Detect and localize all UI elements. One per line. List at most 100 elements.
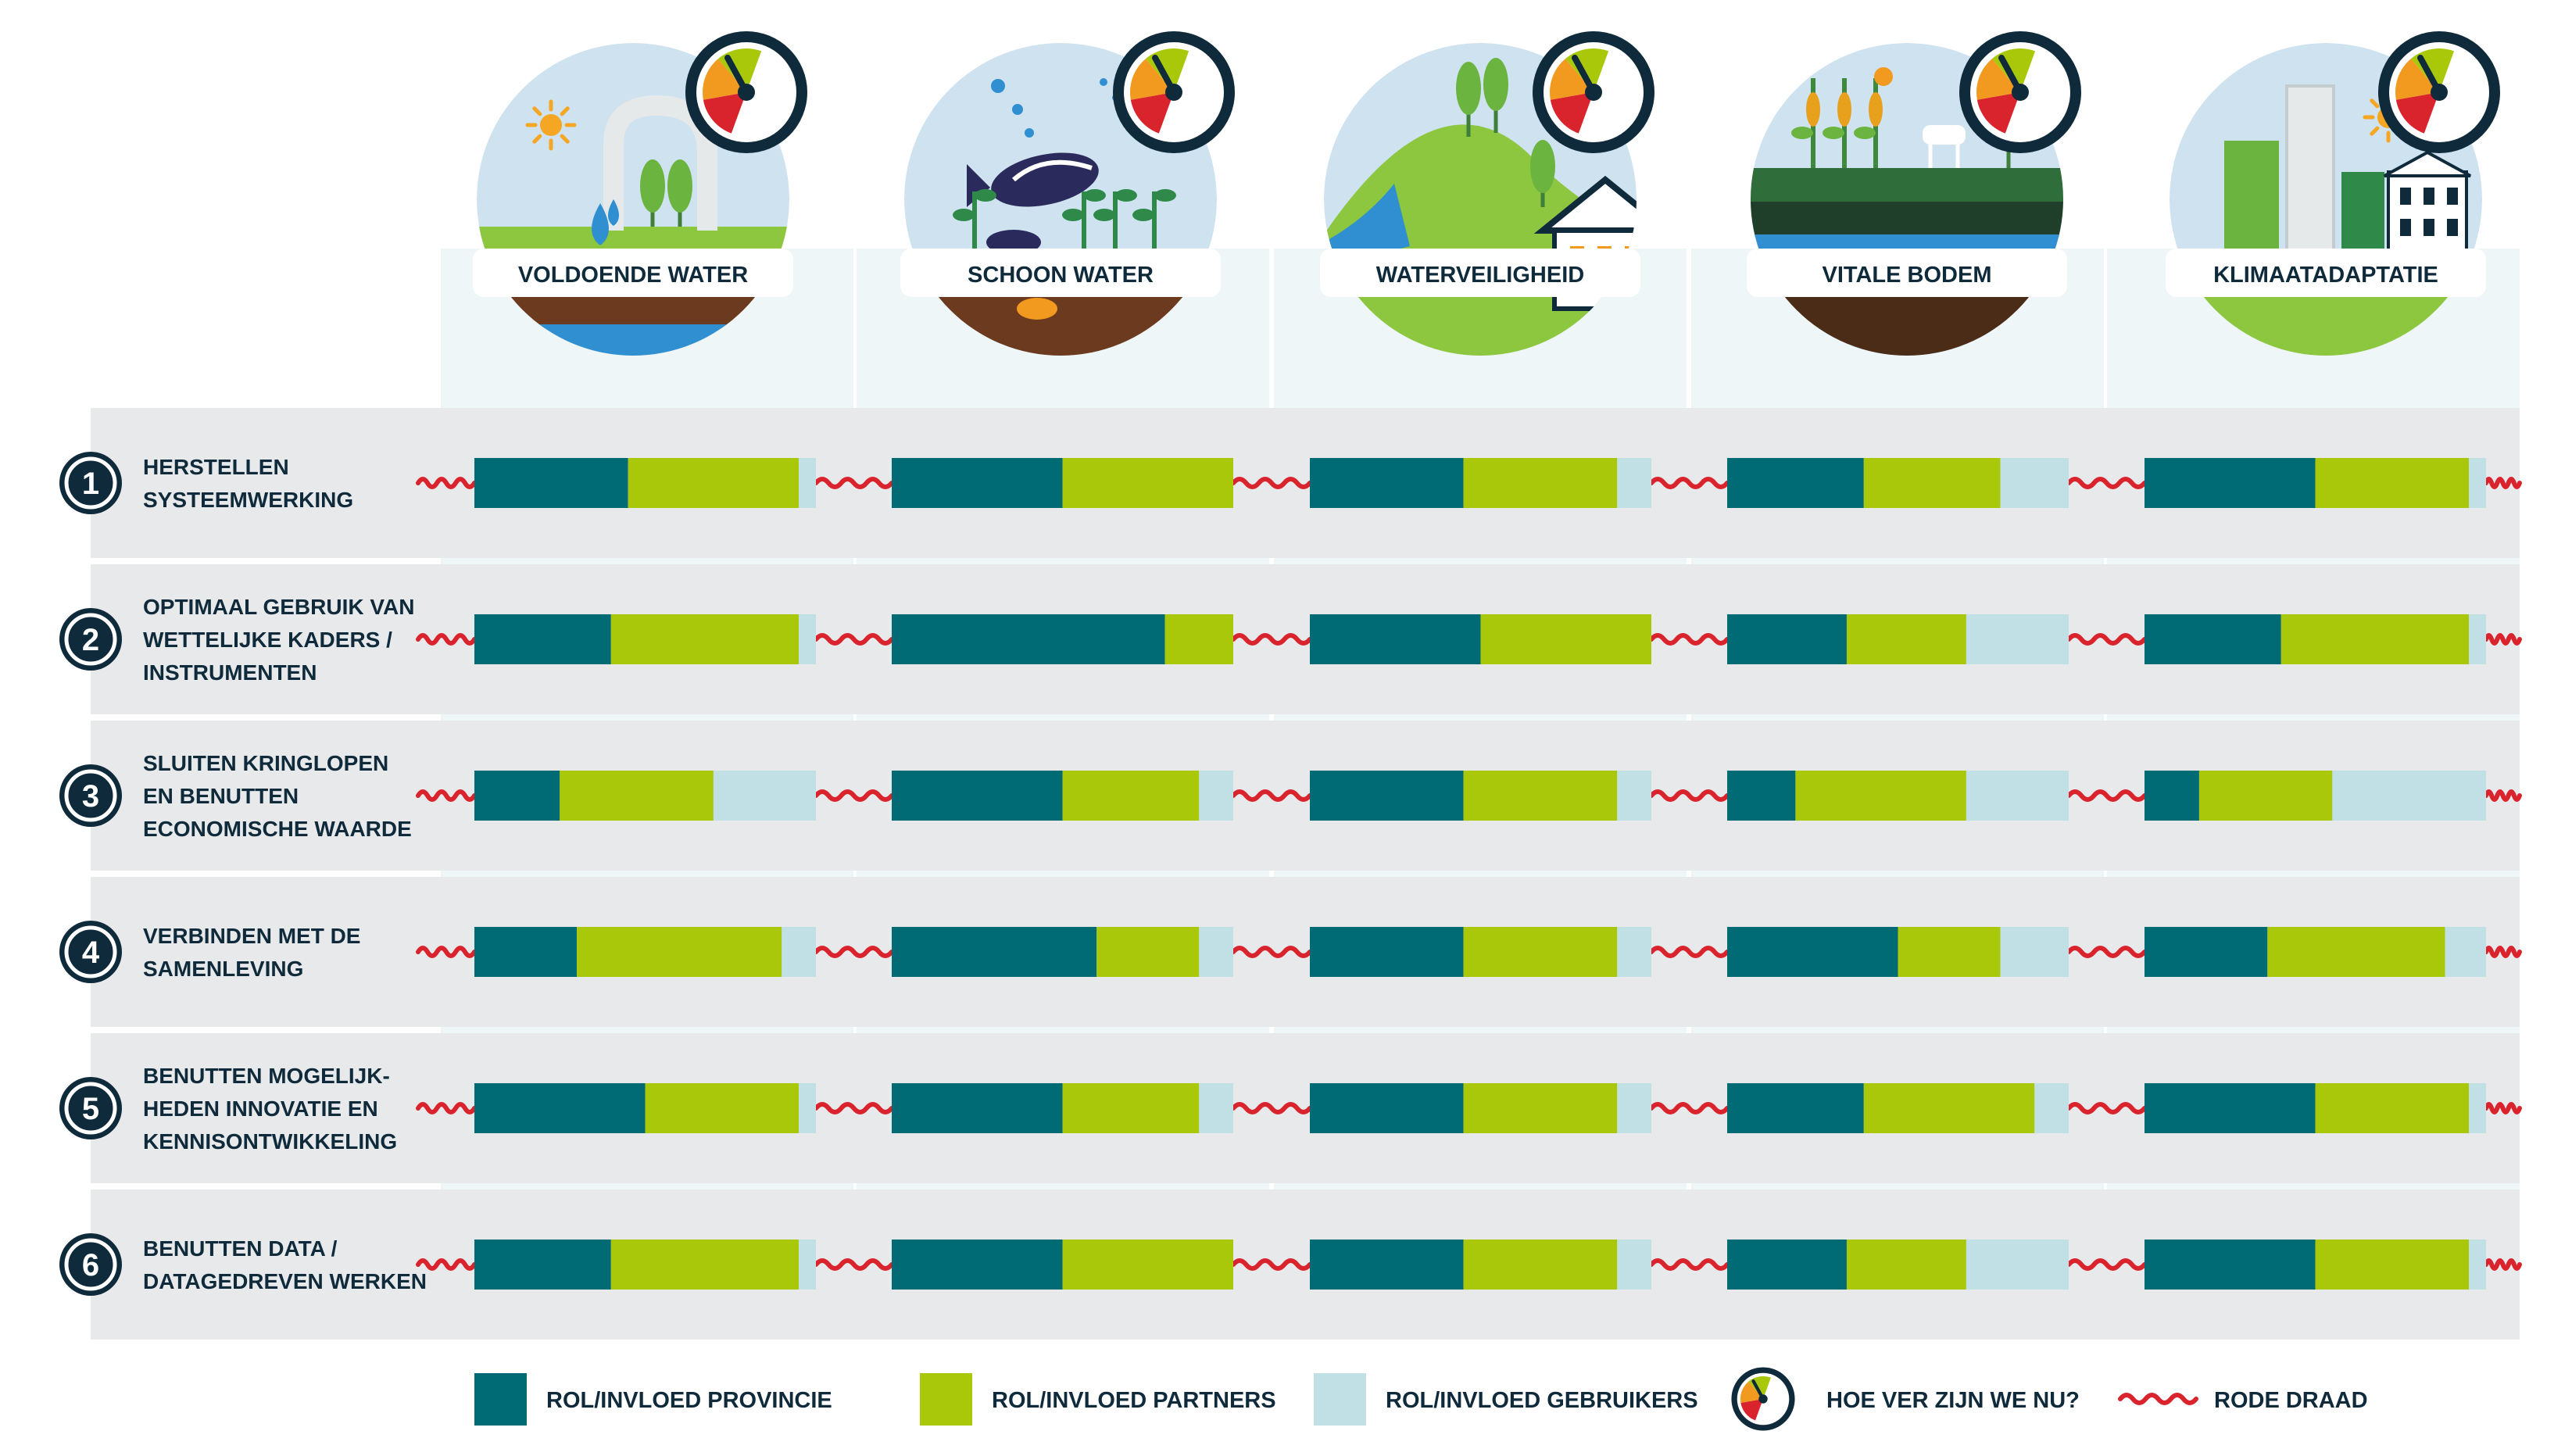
red-thread-segment [1649,633,1730,646]
chart-row: 5 BENUTTEN MOGELIJK- HEDEN INNOVATIE EN KEN… [59,1064,2522,1154]
bar-segment-gebruikers [782,927,816,977]
row-label: EN BENUTTEN [143,784,299,808]
bar-segment-provincie [1727,614,1847,664]
bar-segment-provincie [892,771,1063,821]
chart-row: 3 SLUITEN KRINGLOPEN EN BENUTTEN ECONOMISCH… [59,751,2522,841]
row-label: BENUTTEN DATA / [143,1236,338,1261]
legend-label: HOE VER ZIJN WE NU? [1826,1388,2080,1413]
row-label: HEDEN INNOVATIE EN [143,1096,378,1121]
bar-segment-partners [610,1240,800,1290]
chart-row: 1 HERSTELLEN SYSTEEMWERKING [59,452,2522,514]
bar-segment-provincie [474,458,628,508]
bar-segment-partners [1463,458,1618,508]
red-thread-segment [2066,789,2147,802]
bar-segment-gebruikers [713,771,816,821]
row-label: DATAGEDREVEN WERKEN [143,1269,427,1293]
bar-segment-partners [628,458,800,508]
row-label: SLUITEN KRINGLOPEN [143,751,388,775]
bar-segment-gebruikers [2469,1083,2486,1133]
red-thread-segment [416,789,477,802]
bar-segment-provincie [1727,1240,1847,1290]
legend-swatch-partners [920,1373,972,1426]
bar-segment-partners [1863,458,2001,508]
legend-swatch-provincie [474,1373,527,1426]
bar-segment-partners [1096,927,1200,977]
red-thread-segment [2484,477,2522,489]
row-label: SYSTEEMWERKING [143,488,353,512]
theme-banner [1747,249,2067,297]
row-label: VERBINDEN MET DE [143,924,360,948]
bar-segment-provincie [2145,927,2268,977]
row-number: 1 [82,467,99,501]
row-number: 3 [82,779,99,814]
red-thread-segment [1231,789,1312,802]
bar-segment-partners [2280,614,2470,664]
bar-segment-provincie [474,614,611,664]
bar-segment-gebruikers [2000,458,2069,508]
bar-segment-provincie [474,927,578,977]
bar-segment-partners [1846,614,1966,664]
bar-segment-gebruikers [1199,927,1233,977]
bar-segment-gebruikers [1199,771,1233,821]
gauge-icon [2378,31,2500,153]
bar-segment-gebruikers [2445,927,2486,977]
bar-segment-partners [610,614,800,664]
row-label: WETTELIJKE KADERS / [143,628,392,652]
bar-segment-gebruikers [1966,614,2069,664]
bar-segment-partners [1863,1083,2035,1133]
bar-segment-provincie [1727,1083,1864,1133]
red-thread-segment [2066,1258,2147,1271]
bar-segment-partners [1463,771,1618,821]
bar-segment-provincie [892,1240,1063,1290]
row-number: 5 [82,1092,99,1126]
red-thread-segment [1231,477,1312,489]
bar-segment-provincie [892,614,1165,664]
bar-segment-gebruikers [799,1240,816,1290]
bar-segment-provincie [2145,1083,2316,1133]
red-thread-segment [416,1102,477,1114]
bar-segment-partners [1795,771,1966,821]
sun-icon [525,99,577,151]
row-label: ECONOMISCHE WAARDE [143,817,412,841]
gauge-icon [1113,31,1235,153]
row-number-badge [59,764,122,827]
row-number-badge [59,1233,122,1296]
gauge-icon [685,31,807,153]
bar-segment-gebruikers [1966,1240,2069,1290]
bar-segment-gebruikers [799,614,816,664]
row-number-badge [59,921,122,983]
red-thread-segment [814,477,894,489]
bar-segment-gebruikers [2332,771,2486,821]
bar-segment-provincie [1310,927,1464,977]
bar-segment-partners [2198,771,2333,821]
bar-segment-partners [577,927,782,977]
red-thread-segment [416,633,477,646]
bar-segment-gebruikers [2000,927,2069,977]
row-label: OPTIMAAL GEBRUIK VAN [143,595,414,619]
legend-label: RODE DRAAD [2214,1388,2368,1413]
row-number-badge [59,608,122,671]
bar-segment-partners [2267,927,2445,977]
bar-segment-provincie [474,1083,646,1133]
bar-segment-partners [1062,458,1233,508]
bar-segment-partners [560,771,714,821]
red-thread-segment [416,1258,477,1271]
bar-segment-gebruikers [1617,927,1651,977]
bar-segment-partners [1463,1240,1618,1290]
theme-banner [1320,249,1640,297]
row-label: KENNISONTWIKKELING [143,1129,397,1154]
bar-segment-gebruikers [2469,458,2486,508]
legend-label: ROL/INVLOED PARTNERS [992,1388,1276,1413]
bar-segment-partners [1062,1083,1200,1133]
bar-segment-provincie [1310,614,1481,664]
red-thread-segment [1231,1102,1312,1114]
bar-segment-partners [1062,1240,1233,1290]
row-label: BENUTTEN MOGELIJK- [143,1064,390,1088]
chart-row: 4 VERBINDEN MET DE SAMENLEVING [59,921,2522,983]
bar-segment-partners [2315,1240,2470,1290]
bar-segment-provincie [1727,458,1864,508]
red-thread-segment [2066,1102,2147,1114]
red-thread-segment [814,1258,894,1271]
bar-segment-partners [1898,927,2001,977]
bar-segment-provincie [1310,1240,1464,1290]
